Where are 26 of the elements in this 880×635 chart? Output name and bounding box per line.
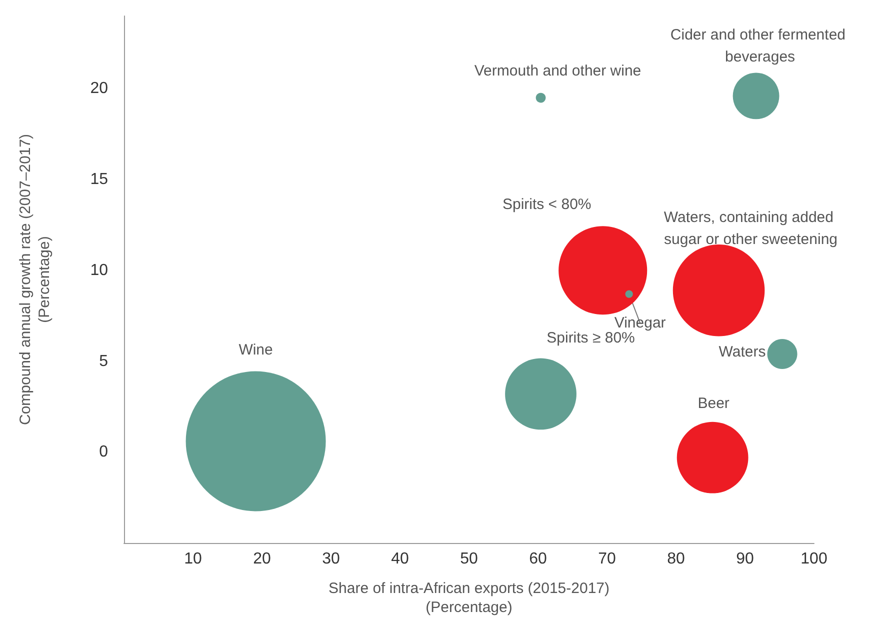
x-tick-label: 50 [460, 550, 478, 568]
y-tick-label: 15 [90, 171, 108, 188]
series-label: Spirits ≥ 80% [546, 329, 635, 346]
series-label: Vermouth and other wine [474, 62, 642, 80]
x-tick-label: 60 [529, 550, 547, 568]
y-tick-label: 20 [90, 80, 108, 98]
x-tick-label: 70 [598, 550, 616, 568]
x-tick-label: 80 [667, 550, 685, 568]
x-tick-label: 100 [800, 550, 828, 568]
y-tick-label: 10 [90, 262, 108, 279]
x-tick-label: 10 [184, 550, 202, 568]
series-label: Beer [698, 395, 730, 412]
series-label: Waters [718, 344, 766, 361]
series-label: Vinegar [614, 314, 666, 332]
series-label: Waters, containing added sugar or other sweetening [664, 208, 838, 248]
x-axis-title: Share of intra-African exports (2015-2017) (Percentage) [328, 580, 610, 616]
y-axis-title: Compound annual growth rate (2007–2017) (Percentage) [17, 134, 53, 426]
series-label: Spirits < 80% [502, 196, 592, 213]
y-tick-label: 0 [99, 444, 108, 461]
x-tick-label: 90 [736, 550, 754, 568]
x-tick-label: 20 [253, 550, 271, 568]
series-label: Wine [238, 342, 273, 359]
x-tick-label: 30 [322, 550, 340, 568]
x-tick-label: 40 [391, 550, 409, 568]
series-label: Cider and other fermented beverages [670, 26, 850, 66]
y-tick-label: 5 [99, 352, 108, 370]
